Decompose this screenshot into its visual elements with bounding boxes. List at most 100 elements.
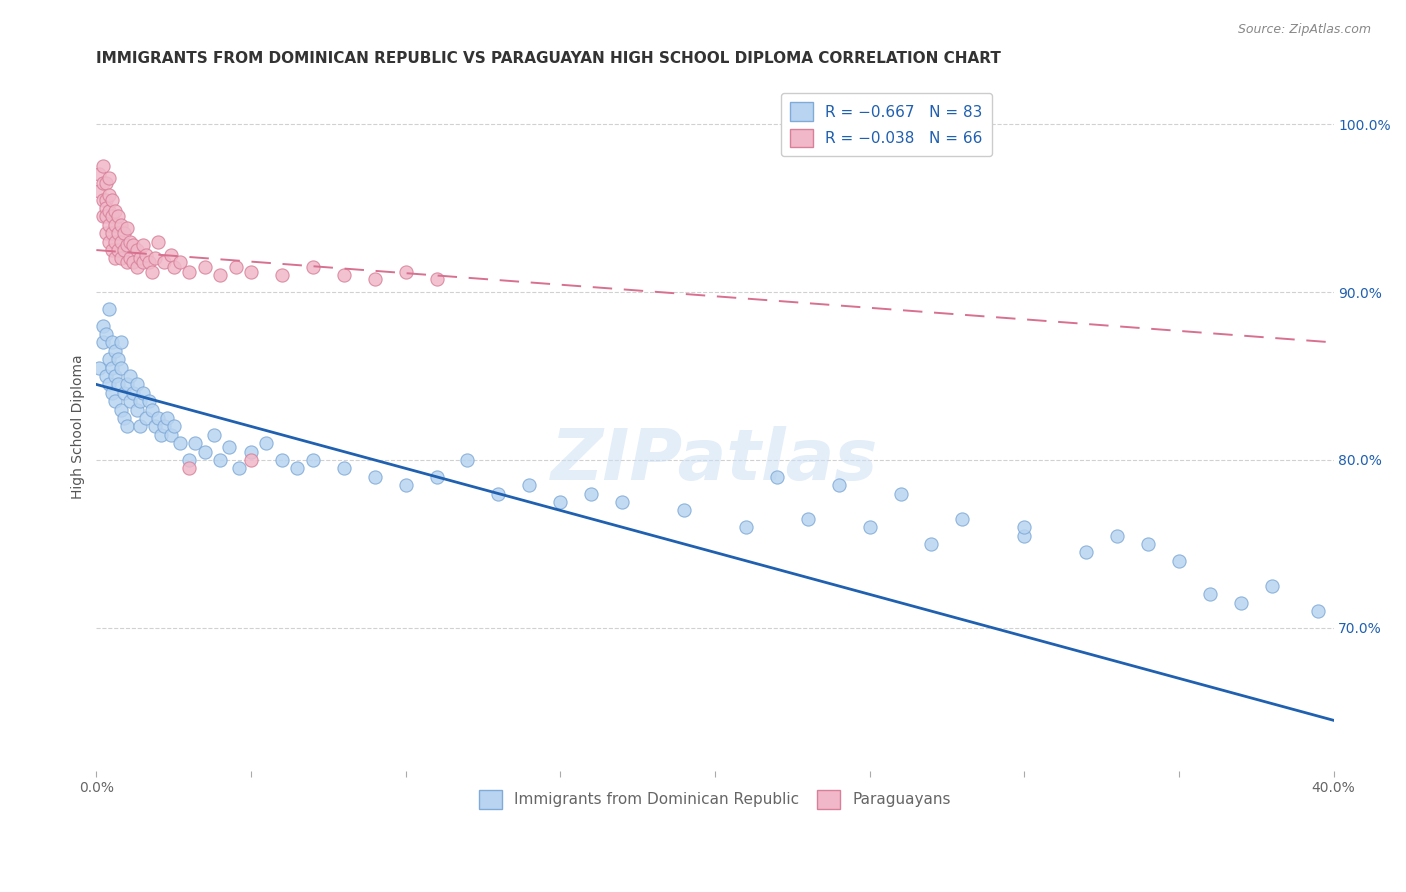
Point <box>128 252 150 266</box>
Point <box>122 238 145 252</box>
Point <box>94 326 117 341</box>
Point <box>209 453 232 467</box>
Point <box>97 377 120 392</box>
Point <box>101 335 124 350</box>
Point <box>218 440 240 454</box>
Point <box>672 503 695 517</box>
Point <box>209 268 232 283</box>
Point <box>104 252 127 266</box>
Point <box>548 495 571 509</box>
Point <box>104 204 127 219</box>
Point <box>610 495 633 509</box>
Point <box>240 265 263 279</box>
Point <box>112 385 135 400</box>
Point <box>117 255 139 269</box>
Point <box>120 394 142 409</box>
Point <box>112 243 135 257</box>
Point <box>179 453 201 467</box>
Point <box>107 377 129 392</box>
Point <box>228 461 250 475</box>
Point <box>138 255 160 269</box>
Point <box>202 427 225 442</box>
Text: IMMIGRANTS FROM DOMINICAN REPUBLIC VS PARAGUAYAN HIGH SCHOOL DIPLOMA CORRELATION: IMMIGRANTS FROM DOMINICAN REPUBLIC VS PA… <box>97 51 1001 66</box>
Point <box>125 402 148 417</box>
Point <box>426 271 449 285</box>
Point <box>97 204 120 219</box>
Point <box>159 427 181 442</box>
Point <box>110 360 132 375</box>
Point <box>110 235 132 249</box>
Point <box>395 265 418 279</box>
Point <box>302 453 325 467</box>
Point <box>112 411 135 425</box>
Point <box>117 419 139 434</box>
Point <box>132 238 155 252</box>
Point <box>120 369 142 384</box>
Point <box>333 268 356 283</box>
Text: ZIPatlas: ZIPatlas <box>551 426 879 495</box>
Point <box>163 419 186 434</box>
Point <box>104 218 127 232</box>
Point <box>110 252 132 266</box>
Point <box>94 227 117 241</box>
Point <box>101 243 124 257</box>
Point <box>1167 554 1189 568</box>
Point <box>302 260 325 274</box>
Point <box>110 335 132 350</box>
Point <box>153 419 176 434</box>
Point <box>138 394 160 409</box>
Point <box>950 512 973 526</box>
Point <box>112 227 135 241</box>
Point <box>122 385 145 400</box>
Point <box>120 252 142 266</box>
Point <box>1260 579 1282 593</box>
Point <box>457 453 479 467</box>
Point <box>150 427 173 442</box>
Point <box>159 248 181 262</box>
Point <box>395 478 418 492</box>
Point <box>333 461 356 475</box>
Point <box>156 411 179 425</box>
Point <box>89 360 111 375</box>
Point <box>1136 537 1159 551</box>
Point <box>765 470 787 484</box>
Point <box>1229 596 1251 610</box>
Point <box>107 243 129 257</box>
Point <box>89 184 111 198</box>
Point <box>143 252 166 266</box>
Point <box>132 385 155 400</box>
Point <box>101 385 124 400</box>
Point <box>143 419 166 434</box>
Point <box>1198 587 1220 601</box>
Point <box>101 227 124 241</box>
Point <box>110 402 132 417</box>
Point <box>256 436 278 450</box>
Point <box>153 255 176 269</box>
Point <box>488 486 510 500</box>
Point <box>125 260 148 274</box>
Point <box>889 486 911 500</box>
Point <box>426 470 449 484</box>
Text: Source: ZipAtlas.com: Source: ZipAtlas.com <box>1237 23 1371 37</box>
Point <box>91 193 114 207</box>
Point <box>117 377 139 392</box>
Point <box>97 235 120 249</box>
Point <box>91 210 114 224</box>
Point <box>107 210 129 224</box>
Point <box>163 260 186 274</box>
Point <box>117 221 139 235</box>
Point <box>1012 520 1035 534</box>
Point <box>796 512 818 526</box>
Point <box>128 394 150 409</box>
Point <box>920 537 942 551</box>
Point <box>1074 545 1097 559</box>
Point <box>240 453 263 467</box>
Point <box>110 218 132 232</box>
Point <box>240 444 263 458</box>
Point <box>1105 528 1128 542</box>
Point <box>104 394 127 409</box>
Point <box>141 402 163 417</box>
Point <box>141 265 163 279</box>
Point <box>125 243 148 257</box>
Point <box>120 235 142 249</box>
